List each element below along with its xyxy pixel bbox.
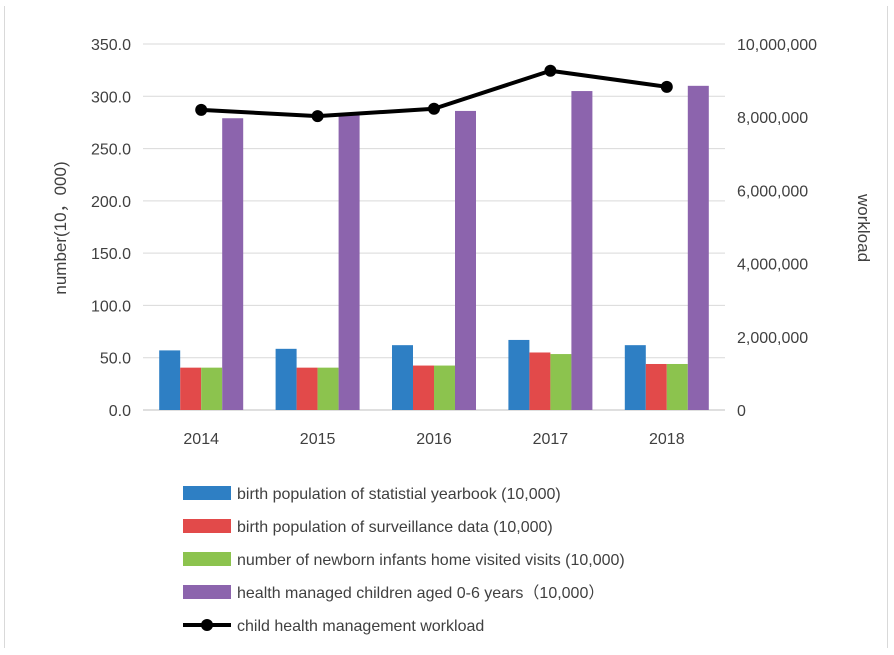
right-tick-label: 10,000,000 [737, 37, 817, 54]
bar [392, 345, 413, 410]
bar [666, 363, 688, 410]
legend-label: birth population of statistial yearbook … [237, 486, 561, 503]
legend-label: child health management workload [237, 618, 484, 635]
bar [687, 85, 709, 410]
bar [508, 339, 530, 410]
right-axis-title: workload [854, 193, 873, 262]
left-tick-label: 200.0 [91, 194, 131, 211]
bar [275, 348, 297, 410]
bars-group [159, 85, 709, 411]
x-tick-label: 2018 [649, 431, 685, 448]
left-axis-ticks: 0.0 50.0 100.0 150.0 200.0 250.0 300.0 350.0 [91, 37, 131, 420]
workload-point [428, 102, 440, 115]
legend-swatch [183, 552, 231, 566]
right-tick-label: 8,000,000 [737, 110, 808, 127]
workload-point [660, 80, 673, 93]
bar [180, 367, 202, 410]
bar [201, 367, 223, 410]
legend-marker [201, 619, 213, 631]
bar [571, 91, 593, 411]
legend-label: number of newborn infants home visited v… [237, 552, 625, 569]
line-series-group [195, 64, 673, 123]
left-tick-label: 150.0 [91, 246, 131, 263]
left-tick-label: 100.0 [91, 298, 131, 315]
bar [529, 352, 551, 410]
bar [317, 367, 339, 410]
bar [434, 365, 455, 410]
x-tick-label: 2016 [416, 431, 452, 448]
bar [296, 367, 318, 410]
bar [222, 118, 244, 410]
workload-point [311, 110, 324, 123]
left-tick-label: 0.0 [109, 403, 131, 420]
right-tick-label: 0 [737, 403, 746, 420]
bar [338, 115, 360, 410]
left-tick-label: 350.0 [91, 37, 131, 54]
bar [550, 354, 572, 410]
x-tick-label: 2014 [183, 431, 219, 448]
legend-swatch [183, 585, 231, 599]
chart-frame [4, 6, 888, 648]
bar [645, 363, 667, 410]
x-axis-ticks: 2014 2015 2016 2017 2018 [183, 431, 684, 448]
right-tick-label: 6,000,000 [737, 183, 808, 200]
legend-label: health managed children aged 0-6 years（1… [237, 584, 604, 602]
workload-point [195, 103, 208, 116]
x-tick-label: 2017 [533, 431, 569, 448]
right-tick-label: 4,000,000 [737, 257, 808, 274]
legend-label: birth population of surveillance data (1… [237, 519, 553, 536]
x-tick-label: 2015 [300, 431, 336, 448]
legend-swatch [183, 519, 231, 533]
bar [624, 345, 646, 410]
bar [159, 350, 181, 410]
left-axis-title: number(10，000) [51, 161, 70, 294]
legend: birth population of statistial yearbook … [183, 486, 625, 635]
left-tick-label: 300.0 [91, 89, 131, 106]
bar [413, 365, 434, 410]
left-tick-label: 250.0 [91, 142, 131, 159]
left-tick-label: 50.0 [100, 351, 131, 368]
bar [455, 110, 476, 410]
workload-point [544, 64, 557, 77]
right-tick-label: 2,000,000 [737, 330, 808, 347]
right-axis-ticks: 0 2,000,000 4,000,000 6,000,000 8,000,000 10,… [737, 37, 817, 420]
legend-swatch [183, 486, 231, 500]
